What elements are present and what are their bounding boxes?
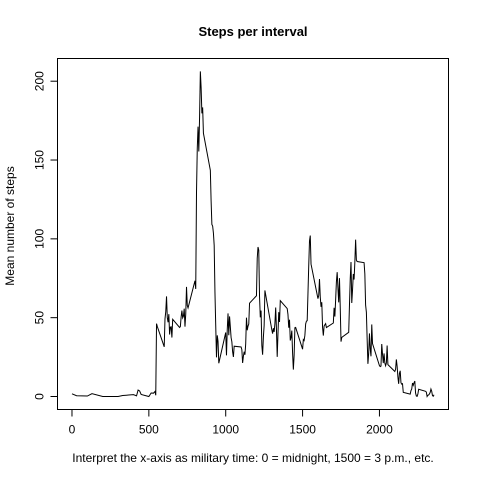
x-tick-label: 2000: [366, 423, 393, 437]
y-tick-label: 200: [33, 71, 47, 91]
y-tick-label: 0: [33, 393, 47, 400]
x-tick-label: 0: [69, 423, 76, 437]
x-axis-label: Interpret the x-axis as military time: 0…: [72, 451, 434, 465]
y-tick-label: 100: [33, 229, 47, 249]
y-tick-label: 50: [33, 311, 47, 325]
data-line: [71, 71, 435, 398]
chart-title: Steps per interval: [198, 24, 307, 39]
y-axis-label: Mean number of steps: [3, 166, 17, 285]
x-tick-label: 500: [139, 423, 159, 437]
x-tick-label: 1500: [289, 423, 316, 437]
x-tick-label: 1000: [212, 423, 239, 437]
plot-box: [57, 58, 449, 410]
y-tick-label: 150: [33, 150, 47, 170]
